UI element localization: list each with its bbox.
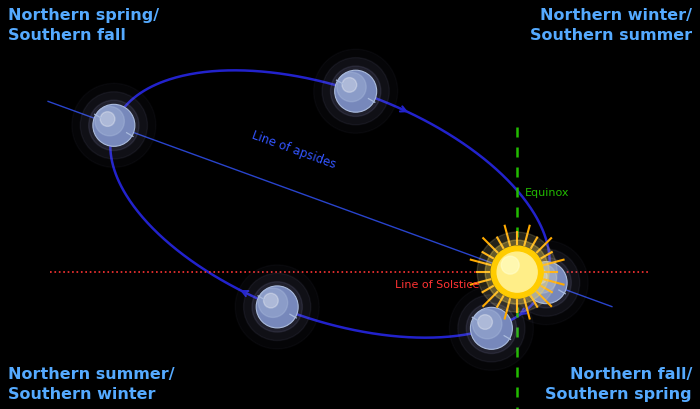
Circle shape xyxy=(477,233,557,312)
Text: Northern spring/
Southern fall: Northern spring/ Southern fall xyxy=(8,8,159,43)
Text: Line of apsides: Line of apsides xyxy=(250,128,337,171)
Circle shape xyxy=(258,288,288,318)
Circle shape xyxy=(80,92,148,160)
Text: Equinox: Equinox xyxy=(525,188,570,198)
Circle shape xyxy=(491,247,543,299)
Circle shape xyxy=(521,258,571,308)
Circle shape xyxy=(501,256,519,274)
Circle shape xyxy=(256,286,298,328)
Text: Northern fall/
Southern spring: Northern fall/ Southern spring xyxy=(545,366,692,401)
Circle shape xyxy=(466,303,517,354)
Circle shape xyxy=(478,315,493,330)
Text: Northern winter/
Southern summer: Northern winter/ Southern summer xyxy=(530,8,692,43)
Circle shape xyxy=(263,294,278,308)
Circle shape xyxy=(337,73,366,103)
Circle shape xyxy=(244,274,311,341)
Circle shape xyxy=(100,112,115,127)
Circle shape xyxy=(533,270,547,284)
Circle shape xyxy=(330,67,381,117)
Circle shape xyxy=(335,71,377,113)
Circle shape xyxy=(470,308,512,349)
Circle shape xyxy=(497,252,537,292)
Circle shape xyxy=(342,79,357,93)
Circle shape xyxy=(527,264,556,293)
Circle shape xyxy=(93,105,135,147)
Text: Northern summer/
Southern winter: Northern summer/ Southern winter xyxy=(8,366,174,401)
Circle shape xyxy=(322,58,389,126)
Circle shape xyxy=(473,310,502,339)
Circle shape xyxy=(252,282,302,332)
Circle shape xyxy=(485,240,550,304)
Circle shape xyxy=(95,107,125,137)
Circle shape xyxy=(525,262,567,304)
Circle shape xyxy=(512,249,580,317)
Text: Line of Solstice: Line of Solstice xyxy=(395,279,480,290)
Circle shape xyxy=(89,101,139,151)
Circle shape xyxy=(458,295,525,362)
